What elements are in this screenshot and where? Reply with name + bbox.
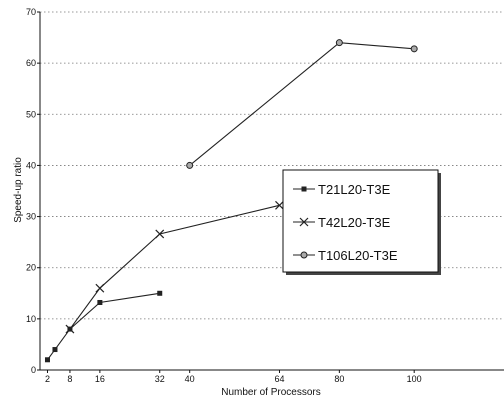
series-1-point-1 <box>95 283 105 293</box>
y-tick-label-2: 20 <box>26 263 36 273</box>
series-2-line <box>189 42 415 166</box>
y-tick-label-6: 60 <box>26 58 36 68</box>
x-tick-label-7: 100 <box>407 374 422 384</box>
x-tick-label-4: 40 <box>185 374 195 384</box>
series-2-point-1 <box>335 39 343 47</box>
series-1-point-0 <box>65 324 75 334</box>
y-axis-label: Speed-up ratio <box>13 157 24 223</box>
series-0-point-4 <box>157 290 163 296</box>
legend-marker-2 <box>300 251 308 259</box>
series-1-line <box>69 204 280 330</box>
x-tick-label-1: 8 <box>67 374 72 384</box>
y-tick-label-3: 30 <box>26 212 36 222</box>
y-tick-label-0: 0 <box>31 365 36 375</box>
x-tick-label-6: 80 <box>334 374 344 384</box>
y-tick-labels: 0 10 20 30 40 50 60 70 <box>26 7 40 375</box>
y-tick-label-5: 50 <box>26 109 36 119</box>
series-0-point-1 <box>52 347 58 353</box>
series-0-line <box>47 292 160 361</box>
grid-lines <box>40 11 504 320</box>
legend-label-0: T21L20-T3E <box>318 182 391 197</box>
series-group <box>44 39 418 363</box>
axes <box>39 12 504 371</box>
series-0-point-0 <box>44 357 50 363</box>
y-tick-label-7: 70 <box>26 7 36 17</box>
legend-marker-0 <box>301 186 307 192</box>
series-0 <box>44 290 163 363</box>
series-1-point-2 <box>155 229 165 239</box>
series-1 <box>65 200 284 334</box>
series-0-point-3 <box>97 299 103 305</box>
x-tick-label-2: 16 <box>95 374 105 384</box>
series-2-point-2 <box>410 45 418 53</box>
legend-label-2: T106L20-T3E <box>318 248 398 263</box>
x-tick-label-0: 2 <box>45 374 50 384</box>
x-tick-labels: 2 8 16 32 40 64 80 100 <box>45 370 422 384</box>
x-tick-label-5: 64 <box>274 374 284 384</box>
x-axis-label: Number of Processors <box>221 387 320 398</box>
legend-label-1: T42L20-T3E <box>318 215 391 230</box>
y-tick-label-1: 10 <box>26 314 36 324</box>
legend: T21L20-T3E T42L20-T3E T106L20-T3E <box>282 169 441 275</box>
legend-marker-1 <box>299 217 309 227</box>
series-2-point-0 <box>186 161 194 169</box>
series-1-point-3 <box>275 200 284 210</box>
y-tick-label-4: 40 <box>26 160 36 170</box>
x-tick-label-3: 32 <box>155 374 165 384</box>
series-2 <box>186 39 418 169</box>
